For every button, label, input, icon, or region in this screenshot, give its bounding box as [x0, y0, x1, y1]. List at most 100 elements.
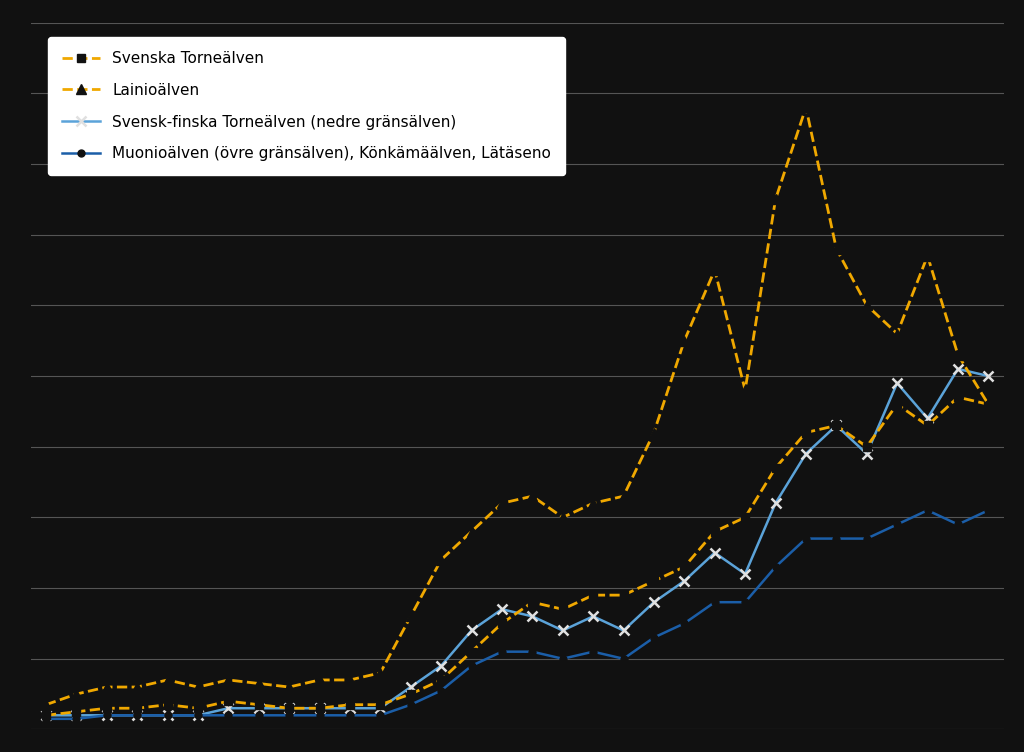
Lainioälven: [526, 492, 539, 501]
Lainioälven: [496, 499, 508, 508]
Svensk-finska Torneälven (nedre gränsälven): [100, 711, 113, 720]
Svensk-finska Torneälven (nedre gränsälven): [465, 626, 477, 635]
Svenska Torneälven: [557, 605, 569, 614]
Lainioälven: [557, 513, 569, 522]
Line: Muonioälven (övre gränsälven), Könkämäälven, Lätäseno: Muonioälven (övre gränsälven), Könkämääl…: [42, 507, 992, 723]
Svenska Torneälven: [982, 400, 994, 409]
Lainioälven: [131, 683, 143, 692]
Muonioälven (övre gränsälven), Könkämäälven, Lätäseno: [253, 711, 265, 720]
Muonioälven (övre gränsälven), Könkämäälven, Lätäseno: [617, 654, 630, 663]
Lainioälven: [162, 675, 174, 684]
Lainioälven: [769, 195, 781, 204]
Svenska Torneälven: [374, 700, 386, 709]
Svensk-finska Torneälven (nedre gränsälven): [374, 704, 386, 713]
Svensk-finska Torneälven (nedre gränsälven): [222, 704, 234, 713]
Lainioälven: [283, 683, 295, 692]
Lainioälven: [800, 103, 812, 112]
Lainioälven: [860, 301, 872, 310]
Svenska Torneälven: [71, 707, 83, 716]
Muonioälven (övre gränsälven), Könkämäälven, Lätäseno: [587, 647, 599, 656]
Svenska Torneälven: [922, 421, 934, 430]
Svensk-finska Torneälven (nedre gränsälven): [769, 499, 781, 508]
Muonioälven (övre gränsälven), Könkämäälven, Lätäseno: [496, 647, 508, 656]
Svenska Torneälven: [709, 527, 721, 536]
Muonioälven (övre gränsälven), Könkämäälven, Lätäseno: [951, 520, 964, 529]
Svensk-finska Torneälven (nedre gränsälven): [283, 704, 295, 713]
Svensk-finska Torneälven (nedre gränsälven): [526, 612, 539, 621]
Muonioälven (övre gränsälven), Könkämäälven, Lätäseno: [709, 598, 721, 607]
Muonioälven (övre gränsälven), Könkämäälven, Lätäseno: [648, 633, 660, 642]
Lainioälven: [191, 683, 204, 692]
Svensk-finska Torneälven (nedre gränsälven): [860, 449, 872, 458]
Muonioälven (övre gränsälven), Könkämäälven, Lätäseno: [283, 711, 295, 720]
Svensk-finska Torneälven (nedre gränsälven): [830, 421, 843, 430]
Svensk-finska Torneälven (nedre gränsälven): [191, 711, 204, 720]
Svensk-finska Torneälven (nedre gränsälven): [648, 598, 660, 607]
Svensk-finska Torneälven (nedre gränsälven): [617, 626, 630, 635]
Svenska Torneälven: [344, 700, 356, 709]
Lainioälven: [587, 499, 599, 508]
Muonioälven (övre gränsälven), Könkämäälven, Lätäseno: [162, 711, 174, 720]
Muonioälven (övre gränsälven), Könkämäälven, Lätäseno: [922, 506, 934, 515]
Lainioälven: [435, 555, 447, 564]
Muonioälven (övre gränsälven), Könkämäälven, Lätäseno: [435, 686, 447, 695]
Muonioälven (övre gränsälven), Könkämäälven, Lätäseno: [678, 619, 690, 628]
Svenska Torneälven: [222, 696, 234, 705]
Svenska Torneälven: [648, 577, 660, 586]
Lainioälven: [344, 675, 356, 684]
Svensk-finska Torneälven (nedre gränsälven): [131, 711, 143, 720]
Svenska Torneälven: [526, 598, 539, 607]
Svenska Torneälven: [465, 647, 477, 656]
Svenska Torneälven: [283, 704, 295, 713]
Lainioälven: [404, 612, 417, 621]
Muonioälven (övre gränsälven), Könkämäälven, Lätäseno: [982, 506, 994, 515]
Svenska Torneälven: [100, 704, 113, 713]
Lainioälven: [100, 683, 113, 692]
Svenska Torneälven: [617, 590, 630, 599]
Muonioälven (övre gränsälven), Könkämäälven, Lätäseno: [40, 714, 52, 723]
Svensk-finska Torneälven (nedre gränsälven): [951, 365, 964, 374]
Lainioälven: [253, 679, 265, 688]
Muonioälven (övre gränsälven), Könkämäälven, Lätäseno: [131, 711, 143, 720]
Svensk-finska Torneälven (nedre gränsälven): [435, 661, 447, 670]
Muonioälven (övre gränsälven), Könkämäälven, Lätäseno: [313, 711, 326, 720]
Muonioälven (övre gränsälven), Könkämäälven, Lätäseno: [344, 711, 356, 720]
Muonioälven (övre gränsälven), Könkämäälven, Lätäseno: [769, 562, 781, 572]
Svenska Torneälven: [739, 513, 752, 522]
Svenska Torneälven: [404, 690, 417, 699]
Svensk-finska Torneälven (nedre gränsälven): [891, 378, 903, 387]
Legend: Svenska Torneälven, Lainioälven, Svensk-finska Torneälven (nedre gränsälven), Mu: Svenska Torneälven, Lainioälven, Svensk-…: [48, 38, 565, 175]
Lainioälven: [617, 492, 630, 501]
Lainioälven: [891, 329, 903, 338]
Svensk-finska Torneälven (nedre gränsälven): [922, 414, 934, 423]
Muonioälven (övre gränsälven), Könkämäälven, Lätäseno: [222, 711, 234, 720]
Svensk-finska Torneälven (nedre gränsälven): [404, 683, 417, 692]
Svensk-finska Torneälven (nedre gränsälven): [71, 711, 83, 720]
Svenska Torneälven: [800, 428, 812, 437]
Line: Lainioälven: Lainioälven: [41, 102, 993, 710]
Lainioälven: [982, 400, 994, 409]
Svensk-finska Torneälven (nedre gränsälven): [253, 704, 265, 713]
Svensk-finska Torneälven (nedre gränsälven): [496, 605, 508, 614]
Svenska Torneälven: [830, 421, 843, 430]
Svensk-finska Torneälven (nedre gränsälven): [587, 612, 599, 621]
Svensk-finska Torneälven (nedre gränsälven): [678, 577, 690, 586]
Svensk-finska Torneälven (nedre gränsälven): [982, 371, 994, 381]
Svenska Torneälven: [769, 463, 781, 472]
Muonioälven (övre gränsälven), Könkämäälven, Lätäseno: [465, 661, 477, 670]
Muonioälven (övre gränsälven), Könkämäälven, Lätäseno: [191, 711, 204, 720]
Lainioälven: [71, 690, 83, 699]
Lainioälven: [313, 675, 326, 684]
Svenska Torneälven: [860, 442, 872, 451]
Svenska Torneälven: [191, 704, 204, 713]
Svensk-finska Torneälven (nedre gränsälven): [739, 569, 752, 578]
Lainioälven: [922, 251, 934, 260]
Lainioälven: [222, 675, 234, 684]
Muonioälven (övre gränsälven), Könkämäälven, Lätäseno: [739, 598, 752, 607]
Svensk-finska Torneälven (nedre gränsälven): [557, 626, 569, 635]
Muonioälven (övre gränsälven), Könkämäälven, Lätäseno: [404, 700, 417, 709]
Muonioälven (övre gränsälven), Könkämäälven, Lätäseno: [557, 654, 569, 663]
Muonioälven (övre gränsälven), Könkämäälven, Lätäseno: [891, 520, 903, 529]
Line: Svenska Torneälven: Svenska Torneälven: [42, 393, 992, 719]
Lainioälven: [951, 350, 964, 359]
